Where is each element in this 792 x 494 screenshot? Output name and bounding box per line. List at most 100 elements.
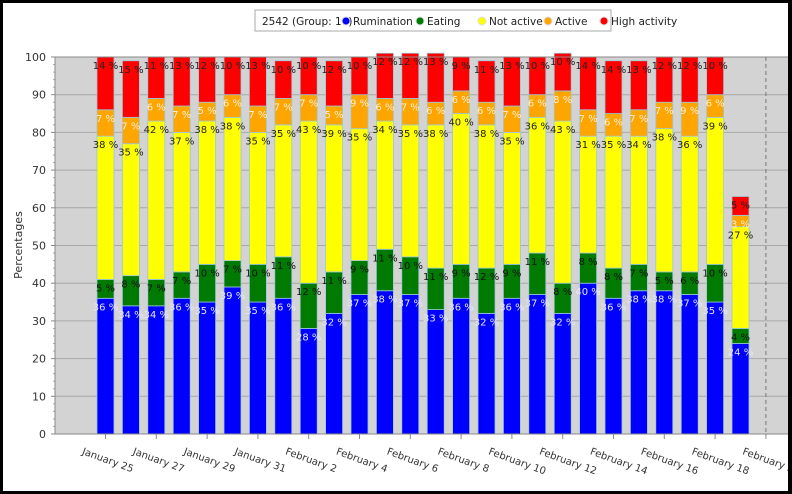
data-label: 32 %	[474, 317, 499, 328]
bar-segment-rumination	[147, 305, 166, 435]
bar-segment-rumination	[604, 297, 623, 435]
data-label: 8 %	[553, 95, 572, 106]
x-tick-label: February 18	[690, 446, 750, 477]
data-label: 14 %	[575, 61, 600, 72]
data-label: 11 %	[525, 257, 550, 268]
y-tick-label: 10	[32, 390, 46, 403]
bar-segment-rumination	[223, 286, 242, 435]
bar-segment-rumination	[502, 297, 521, 435]
bar-segment-rumination	[122, 305, 140, 435]
bar-stack-january-30: 39 % 7 % 38 % 6 % 10 %	[220, 56, 245, 435]
data-label: 6 %	[706, 99, 725, 110]
legend-swatch-not-active	[477, 16, 487, 26]
data-label: 7 %	[248, 110, 267, 121]
data-label: 35 %	[194, 306, 219, 317]
data-label: 7 %	[502, 110, 521, 121]
x-tick-label: February 4	[334, 446, 388, 475]
data-label: 7 %	[401, 102, 420, 113]
bar-segment-not-active	[274, 124, 293, 258]
data-label: 36 %	[271, 302, 296, 313]
bar-stack-february-3: 32 % 11 % 39 % 5 % 12 %	[321, 60, 347, 435]
y-axis-label: Percentages	[12, 211, 25, 279]
data-label: 12 %	[321, 65, 346, 76]
data-label: 7 %	[96, 114, 115, 125]
bar-segment-not-active	[502, 131, 521, 265]
data-label: 34 %	[372, 125, 397, 136]
bar-segment-not-active	[477, 124, 496, 269]
y-tick-label: 0	[39, 428, 46, 441]
data-label: 34 %	[118, 310, 143, 321]
data-label: 7 %	[172, 276, 191, 287]
data-label: 9 %	[350, 99, 369, 110]
bar-segment-not-active	[680, 135, 699, 273]
bar-segment-high-activity	[426, 52, 445, 103]
legend-item: Rumination	[353, 16, 413, 28]
data-label: 6 %	[452, 95, 471, 106]
data-label: 12 %	[474, 272, 499, 283]
data-label: 7 %	[121, 121, 140, 132]
y-tick-label: 60	[32, 202, 46, 215]
data-label: 10 %	[525, 61, 550, 72]
bar-segment-rumination	[630, 290, 648, 435]
data-label: 13 %	[499, 61, 524, 72]
bar-stack-february-19: 24 % 4 % 27 %3 % 5 %	[728, 196, 753, 435]
bar-stack-january-28: 36 % 7 % 37 % 7 % 13 %	[169, 56, 194, 435]
data-label: 6 %	[477, 106, 496, 117]
legend-swatch-high-activity	[599, 16, 609, 26]
data-label: 34 %	[626, 140, 651, 151]
data-label: 11 %	[372, 253, 397, 264]
data-label: 12 %	[677, 61, 702, 72]
bar-segment-not-active	[426, 124, 445, 269]
data-label: 6 %	[147, 102, 166, 113]
data-label: 5 %	[325, 110, 344, 121]
bar-stack-february-7: 33 % 11 % 38 % 6 % 13 %	[423, 52, 448, 435]
data-label: 35 %	[702, 306, 727, 317]
bar-segment-high-activity	[325, 60, 344, 107]
x-tick-label: February 20	[741, 446, 792, 477]
data-label: 10 %	[194, 268, 219, 279]
data-label: 35 %	[601, 140, 626, 151]
data-label: 12 %	[296, 287, 321, 298]
data-label: 10 %	[245, 268, 270, 279]
data-label: 7 %	[579, 114, 598, 125]
x-tick-label: January 31	[232, 446, 287, 475]
data-label: 32 %	[550, 317, 575, 328]
legend-swatch-active	[543, 16, 553, 26]
x-tick-label: February 16	[639, 446, 699, 477]
data-label: 10 %	[550, 57, 575, 68]
bar-segment-not-active	[223, 116, 242, 261]
bar-segment-rumination	[350, 294, 369, 435]
y-tick-label: 30	[32, 315, 46, 328]
data-label: 32 %	[321, 317, 346, 328]
data-label: 9 %	[452, 268, 471, 279]
data-label: 35 %	[347, 133, 372, 144]
data-label: 28 %	[296, 332, 321, 343]
bar-segment-rumination	[528, 294, 547, 435]
data-label: 38 %	[372, 295, 397, 306]
data-label: 36 %	[448, 302, 473, 313]
data-label: 12 %	[398, 57, 423, 68]
bar-stack-february-2: 28 % 12 % 43 % 7 % 10 %	[296, 56, 321, 435]
data-label: 13 %	[169, 61, 194, 72]
y-tick-label: 80	[32, 126, 46, 139]
bar-stack-february-11: 37 % 11 % 36 % 6 % 10 %	[525, 56, 550, 435]
data-label: 7 %	[147, 283, 166, 294]
bar-segment-rumination	[426, 309, 445, 435]
data-label: 10 %	[296, 61, 321, 72]
data-label: 7 %	[655, 106, 674, 117]
data-label: 7 %	[299, 99, 318, 110]
bar-segment-high-activity	[122, 60, 140, 118]
bar-stack-january-26: 34 % 8 % 35 % 7 % 15 %	[118, 60, 144, 435]
data-label: 35 %	[245, 136, 270, 147]
bar-segment-not-active	[452, 113, 471, 265]
data-label: 13 %	[626, 65, 651, 76]
bar-segment-high-activity	[731, 196, 750, 216]
data-label: 36 %	[499, 302, 524, 313]
data-label: 13 %	[423, 57, 448, 68]
data-label: 43 %	[296, 125, 321, 136]
data-label: 35 %	[499, 136, 524, 147]
data-label: 7 %	[629, 114, 648, 125]
legend-title: 2542 (Group: 10)	[262, 16, 352, 28]
data-label: 37 %	[677, 299, 702, 310]
